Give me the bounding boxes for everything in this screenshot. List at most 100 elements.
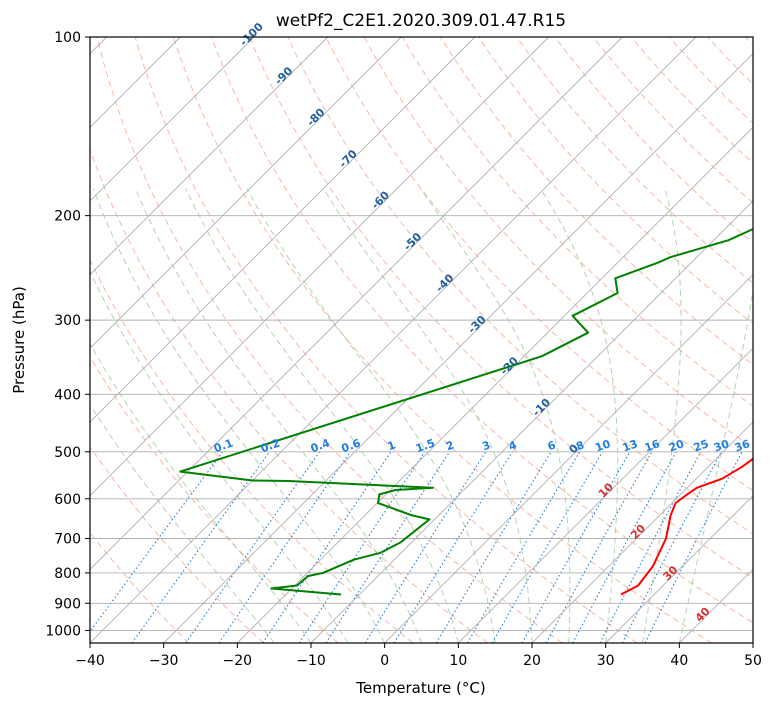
y-tick-label: 200 bbox=[54, 209, 81, 225]
moist-adiabat-line bbox=[678, 287, 753, 643]
isotherm-line bbox=[531, 421, 753, 643]
mixing-ratio-label: 0.4 bbox=[309, 436, 332, 455]
mixing-ratio-label: 6 bbox=[546, 438, 558, 453]
mixing-ratio-label: 36 bbox=[733, 437, 752, 455]
x-axis-ticks: −40 −30 −20 −10 0 10 20 30 40 50 bbox=[75, 643, 762, 669]
x-tick-label: −20 bbox=[223, 653, 253, 669]
mixing-ratio-line bbox=[521, 451, 631, 643]
y-tick-label: 800 bbox=[54, 566, 81, 582]
isotherm-line bbox=[90, 37, 549, 497]
dry-adiabat-line bbox=[90, 148, 488, 643]
isotherm-line bbox=[458, 347, 753, 643]
isotherm-label: -20 bbox=[498, 354, 521, 377]
x-tick-label: −40 bbox=[75, 653, 105, 669]
temperature-profile-line bbox=[620, 457, 753, 596]
mixing-ratio-label: 2 bbox=[444, 438, 456, 453]
y-tick-label: 900 bbox=[54, 596, 81, 612]
mixing-ratio-label: 20 bbox=[667, 437, 686, 455]
y-tick-label: 400 bbox=[54, 387, 81, 403]
y-tick-label: 100 bbox=[54, 30, 81, 46]
mixing-ratio-line bbox=[185, 451, 321, 643]
dry-adiabat-line bbox=[745, 37, 753, 46]
mixing-ratio-line bbox=[393, 451, 513, 643]
dry-adiabat-line bbox=[439, 37, 753, 366]
dry-adiabat-line bbox=[90, 258, 414, 643]
isotherm-label: 30 bbox=[660, 563, 680, 583]
dry-adiabat-line bbox=[707, 37, 753, 85]
mixing-ratio-line bbox=[90, 451, 224, 633]
y-tick-label: 600 bbox=[54, 492, 81, 508]
isotherm-label: -50 bbox=[401, 230, 424, 253]
adiabat-labels: 0.1 0.2 0.4 0.6 1 1.5 2 3 4 6 8 10 13 16 20 25 30 36-100-… bbox=[212, 20, 752, 625]
dry-adiabat-line bbox=[134, 37, 638, 643]
plot-frame bbox=[89, 36, 754, 644]
y-tick-label: 700 bbox=[54, 532, 81, 548]
y-axis-ticks: 100 200 300 400 500 600 700 800 900 1000 bbox=[45, 30, 90, 639]
mixing-ratio-label: 13 bbox=[621, 437, 640, 454]
x-tick-label: −10 bbox=[296, 653, 326, 669]
moist-adiabat-line bbox=[90, 270, 349, 643]
moist-adiabat-line bbox=[642, 188, 682, 643]
dewpoint-profile-line bbox=[179, 227, 753, 596]
dry-adiabat-line bbox=[90, 531, 190, 643]
mixing-ratio-label: 8 bbox=[574, 438, 586, 453]
x-tick-label: 40 bbox=[670, 653, 688, 669]
dry-adiabat-line bbox=[516, 37, 753, 284]
isotherm-label: -90 bbox=[272, 64, 295, 87]
mixing-ratio-label: 30 bbox=[712, 437, 731, 455]
y-tick-label: 500 bbox=[54, 445, 81, 461]
mixing-ratio-label: 25 bbox=[692, 437, 711, 454]
isotherm-line bbox=[310, 200, 753, 643]
y-tick-label: 1000 bbox=[45, 623, 81, 639]
moist-adiabat-line bbox=[246, 188, 496, 643]
mixing-ratio-label: 10 bbox=[593, 437, 612, 455]
x-tick-label: 30 bbox=[597, 653, 615, 669]
mixing-ratio-line bbox=[435, 451, 552, 643]
dry-adiabat-line bbox=[478, 37, 753, 325]
isotherm-line bbox=[90, 37, 402, 349]
dry-adiabat-line bbox=[630, 37, 753, 164]
y-tick-label: 300 bbox=[54, 313, 81, 329]
isotherm-label: -10 bbox=[530, 396, 553, 419]
mixing-ratio-label: 0.6 bbox=[340, 436, 363, 455]
isotherm-line bbox=[237, 126, 753, 643]
mixing-ratio-label: 0.2 bbox=[259, 436, 282, 455]
x-tick-label: −30 bbox=[149, 653, 179, 669]
x-tick-label: 0 bbox=[380, 653, 389, 669]
isotherm-line bbox=[90, 37, 476, 423]
isotherm-line bbox=[90, 37, 328, 276]
profile-lines bbox=[179, 227, 753, 596]
moist-adiabat-line bbox=[540, 188, 619, 643]
mixing-ratio-label: 3 bbox=[480, 438, 492, 453]
isotherm-line bbox=[384, 274, 753, 643]
isotherm-label: -100 bbox=[237, 20, 266, 49]
dry-adiabat-line bbox=[96, 37, 563, 643]
x-tick-label: 10 bbox=[449, 653, 467, 669]
isotherm-label: -70 bbox=[337, 147, 360, 170]
dry-adiabat-line bbox=[211, 37, 753, 624]
moist-adiabat-line bbox=[322, 188, 533, 643]
y-axis-label: Pressure (hPa) bbox=[10, 286, 28, 394]
mixing-ratio-line bbox=[599, 451, 702, 643]
x-tick-label: 50 bbox=[744, 653, 762, 669]
dry-adiabat-line bbox=[554, 37, 753, 244]
isotherm-line bbox=[605, 495, 753, 643]
mixing-ratio-line bbox=[572, 451, 677, 643]
chart-title: wetPf2_C2E1.2020.309.01.47.R15 bbox=[276, 11, 566, 31]
isotherm-line bbox=[679, 568, 753, 643]
mixing-ratio-line bbox=[491, 451, 603, 643]
mixing-ratio-line bbox=[364, 451, 487, 643]
isotherm-label: -30 bbox=[465, 313, 488, 336]
isotherm-line bbox=[752, 642, 753, 643]
isotherm-label: 10 bbox=[596, 480, 616, 500]
dry-adiabat-line bbox=[90, 445, 264, 643]
dry-adiabat-line bbox=[249, 37, 753, 579]
isotherm-line bbox=[90, 37, 623, 570]
mixing-ratio-label: 1 bbox=[386, 438, 398, 453]
x-tick-label: 20 bbox=[523, 653, 541, 669]
isotherm-line bbox=[90, 37, 255, 202]
moist-adiabat-line bbox=[134, 188, 422, 643]
mixing-ratio-label: 16 bbox=[643, 437, 662, 455]
moist-adiabat-line bbox=[92, 188, 386, 643]
